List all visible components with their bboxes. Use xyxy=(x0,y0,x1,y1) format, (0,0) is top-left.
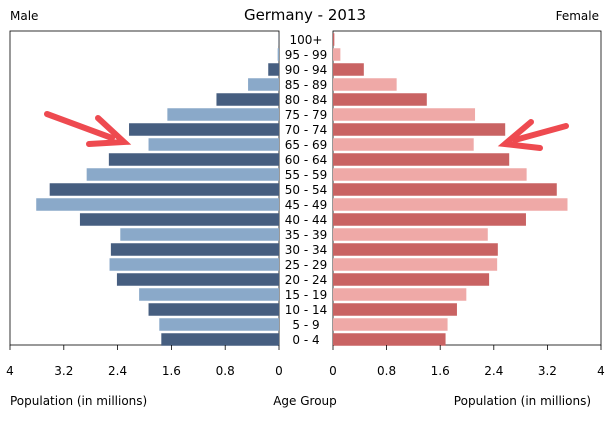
female-bar-19 xyxy=(333,318,448,331)
female-bar-11 xyxy=(333,198,568,211)
male-bar-5 xyxy=(167,108,279,121)
female-bar-20 xyxy=(333,333,446,346)
age-group-label: 20 - 24 xyxy=(285,273,328,287)
female-bar-1 xyxy=(333,48,341,61)
x-tick-label: 2.4 xyxy=(108,364,127,378)
female-bar-2 xyxy=(333,63,364,76)
female-bar-12 xyxy=(333,213,526,226)
age-group-label: 65 - 69 xyxy=(285,138,328,152)
male-bar-14 xyxy=(110,243,279,256)
age-group-label: 70 - 74 xyxy=(285,123,328,137)
age-group-label: 60 - 64 xyxy=(285,153,328,167)
female-bar-8 xyxy=(333,153,510,166)
x-tick-label: 1.6 xyxy=(162,364,181,378)
male-bar-16 xyxy=(116,273,280,286)
age-group-label: 50 - 54 xyxy=(285,183,328,197)
male-bar-20 xyxy=(161,333,279,346)
female-bar-17 xyxy=(333,288,467,301)
x-axis-ticks: 4 3.2 2.4 1.6 0.8 0 0 0.8 1.6 2.4 3.2 4 xyxy=(6,345,605,378)
female-bar-13 xyxy=(333,228,488,241)
x-tick-label: 4 xyxy=(6,364,14,378)
female-bar-4 xyxy=(333,93,427,106)
male-bar-12 xyxy=(79,213,279,226)
age-group-label: 45 - 49 xyxy=(285,198,328,212)
male-bar-4 xyxy=(216,93,279,106)
male-bar-8 xyxy=(108,153,279,166)
female-bar-15 xyxy=(333,258,498,271)
male-bar-3 xyxy=(248,78,279,91)
male-bar-15 xyxy=(109,258,279,271)
age-group-label: 75 - 79 xyxy=(285,108,328,122)
male-bar-2 xyxy=(268,63,279,76)
female-bar-0 xyxy=(333,33,335,46)
x-tick-label: 0.8 xyxy=(377,364,396,378)
x-tick-label: 0 xyxy=(329,364,337,378)
male-bar-19 xyxy=(159,318,279,331)
male-bar-7 xyxy=(148,138,279,151)
age-group-label: 80 - 84 xyxy=(285,93,328,107)
female-label: Female xyxy=(556,9,599,23)
x-axis-label-right: Population (in millions) xyxy=(454,394,591,408)
age-group-label: 90 - 94 xyxy=(285,63,328,77)
female-bars xyxy=(333,33,568,346)
age-group-label: 30 - 34 xyxy=(285,243,328,257)
x-tick-label: 2.4 xyxy=(484,364,503,378)
female-bar-6 xyxy=(333,123,506,136)
x-tick-label: 3.2 xyxy=(538,364,557,378)
x-axis-label-center: Age Group xyxy=(273,394,337,408)
age-group-label: 95 - 99 xyxy=(285,48,328,62)
female-bar-10 xyxy=(333,183,557,196)
male-bars xyxy=(36,33,280,346)
arrow-right-annotation xyxy=(497,119,569,151)
female-bar-5 xyxy=(333,108,476,121)
female-bar-14 xyxy=(333,243,498,256)
male-bar-11 xyxy=(36,198,279,211)
x-tick-label: 3.2 xyxy=(54,364,73,378)
male-bar-17 xyxy=(139,288,279,301)
female-bar-18 xyxy=(333,303,457,316)
x-tick-label: 0.8 xyxy=(216,364,235,378)
male-bar-18 xyxy=(148,303,279,316)
male-bar-10 xyxy=(49,183,279,196)
female-bar-9 xyxy=(333,168,527,181)
female-bar-7 xyxy=(333,138,474,151)
male-bar-9 xyxy=(86,168,279,181)
x-axis-label-left: Population (in millions) xyxy=(10,394,147,408)
female-bar-3 xyxy=(333,78,397,91)
male-bar-1 xyxy=(277,48,279,61)
x-tick-label: 1.6 xyxy=(431,364,450,378)
chart-title: Germany - 2013 xyxy=(244,6,366,24)
age-group-label: 15 - 19 xyxy=(285,288,328,302)
x-tick-label: 0 xyxy=(275,364,283,378)
male-label: Male xyxy=(10,9,38,23)
age-group-label: 25 - 29 xyxy=(285,258,328,272)
male-bar-13 xyxy=(120,228,279,241)
age-group-label: 40 - 44 xyxy=(285,213,328,227)
age-group-label: 35 - 39 xyxy=(285,228,328,242)
male-bar-6 xyxy=(129,123,279,136)
female-bar-16 xyxy=(333,273,490,286)
age-group-label: 10 - 14 xyxy=(285,303,328,317)
age-group-label: 0 - 4 xyxy=(292,333,319,347)
arrow-left-annotation xyxy=(44,111,132,147)
age-group-label: 100+ xyxy=(290,33,323,47)
age-group-label: 55 - 59 xyxy=(285,168,328,182)
x-tick-label: 4 xyxy=(597,364,605,378)
age-group-label: 85 - 89 xyxy=(285,78,328,92)
age-group-label: 5 - 9 xyxy=(292,318,319,332)
